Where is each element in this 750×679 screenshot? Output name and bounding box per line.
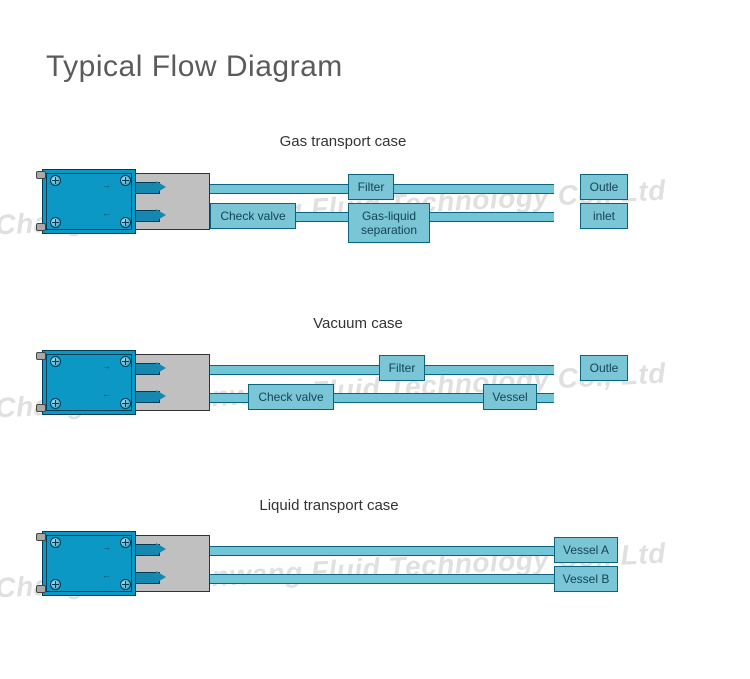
flow-arrow-icon: ← — [102, 209, 111, 218]
pump-bolt — [36, 223, 46, 231]
case-title: Vacuum case — [258, 315, 458, 332]
screw-icon — [120, 537, 131, 548]
pump-bolt — [36, 533, 46, 541]
pump-bolt — [36, 585, 46, 593]
flow-arrow-icon: ← — [102, 390, 111, 399]
screw-icon — [120, 356, 131, 367]
pump-nozzle-tip — [156, 362, 166, 374]
component-box: inlet — [580, 203, 628, 229]
component-box: Vessel B — [554, 566, 618, 592]
screw-icon — [50, 356, 61, 367]
pump-nozzle-tip — [156, 209, 166, 221]
flow-arrow-icon: → — [102, 362, 111, 371]
screw-icon — [50, 398, 61, 409]
pipe — [160, 574, 554, 584]
flow-arrow-icon: → — [102, 543, 111, 552]
screw-icon — [50, 537, 61, 548]
component-box: Filter — [348, 174, 394, 200]
screw-icon — [120, 217, 131, 228]
pump-nozzle-tip — [156, 181, 166, 193]
pump-bolt — [36, 404, 46, 412]
component-box: Outle — [580, 174, 628, 200]
component-box: Vessel A — [554, 537, 618, 563]
component-box: Gas-liquid separation — [348, 203, 430, 243]
flow-arrow-icon: → — [102, 181, 111, 190]
component-box: Outle — [580, 355, 628, 381]
screw-icon — [50, 217, 61, 228]
component-box: Check valve — [210, 203, 296, 229]
pump-nozzle-tip — [156, 571, 166, 583]
case-title: Gas transport case — [243, 133, 443, 150]
screw-icon — [50, 579, 61, 590]
pump-nozzle-tip — [156, 543, 166, 555]
screw-icon — [120, 175, 131, 186]
pipe — [160, 365, 554, 375]
case-title: Liquid transport case — [229, 497, 429, 514]
flow-arrow-icon: ← — [102, 571, 111, 580]
component-box: Filter — [379, 355, 425, 381]
pump-bolt — [36, 171, 46, 179]
page-title: Typical Flow Diagram — [46, 50, 343, 84]
pipe — [160, 546, 554, 556]
screw-icon — [120, 579, 131, 590]
pump-nozzle-tip — [156, 390, 166, 402]
screw-icon — [120, 398, 131, 409]
screw-icon — [50, 175, 61, 186]
component-box: Vessel — [483, 384, 537, 410]
component-box: Check valve — [248, 384, 334, 410]
pump-bolt — [36, 352, 46, 360]
